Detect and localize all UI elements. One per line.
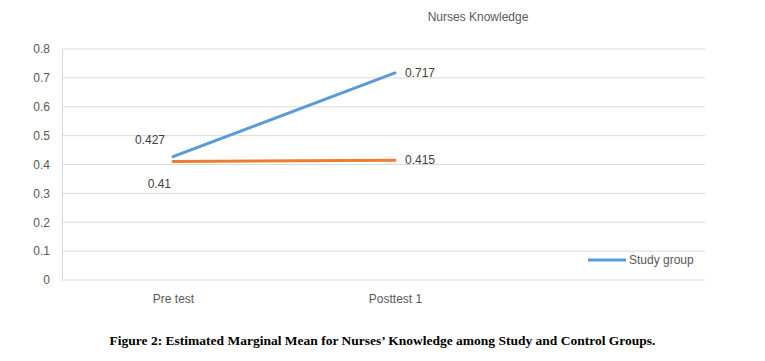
- data-label: 0.427: [135, 133, 165, 147]
- grid-line: [62, 280, 705, 281]
- grid-line: [62, 49, 705, 50]
- y-axis: 0 0.1 0.2 0.3 0.4 0.5 0.6 0.7 0.8: [33, 42, 62, 287]
- lines: [173, 73, 395, 162]
- y-tick: 0.2: [33, 216, 62, 230]
- data-labels: 0.427 0.717 0.41 0.415: [135, 66, 435, 191]
- data-label: 0.415: [405, 153, 435, 167]
- grid-line: [62, 164, 705, 165]
- series-line: [173, 73, 395, 157]
- y-tick-label: 0.4: [33, 158, 50, 172]
- grid-line: [62, 193, 705, 194]
- legend-swatch: [588, 259, 626, 262]
- legend-label: Study group: [629, 253, 694, 267]
- x-tick-label: Posttest 1: [369, 292, 423, 306]
- y-tick-label: 0.3: [33, 187, 50, 201]
- chart: 0 0.1 0.2 0.3 0.4 0.5 0.6 0.7 0.8 Pre test Posttes…: [0, 0, 765, 361]
- x-tick: Pre test: [153, 280, 195, 306]
- grid-line: [62, 222, 705, 223]
- data-label: 0.717: [405, 66, 435, 80]
- y-tick-label: 0.6: [33, 100, 50, 114]
- y-tick-label: 0: [43, 273, 50, 287]
- grid-line: [62, 106, 705, 107]
- x-tick: Posttest 1: [369, 280, 423, 306]
- y-tick-label: 0.1: [33, 244, 50, 258]
- y-tick-label: 0.8: [33, 42, 50, 56]
- y-tick-label: 0.2: [33, 216, 50, 230]
- grid-line: [62, 251, 705, 252]
- data-label: 0.41: [148, 177, 172, 191]
- x-axis: Pre test Posttest 1: [153, 280, 423, 306]
- y-tick: 0: [43, 273, 62, 287]
- series-line: [173, 160, 395, 161]
- x-tick-label: Pre test: [153, 292, 195, 306]
- grid: [62, 49, 705, 280]
- x-axis-line: [174, 280, 396, 281]
- y-tick: 0.7: [33, 71, 62, 85]
- y-tick: 0.4: [33, 158, 62, 172]
- y-tick: 0.8: [33, 42, 62, 56]
- y-axis-line: [62, 50, 63, 281]
- legend: Study group: [588, 253, 694, 267]
- y-tick: 0.1: [33, 244, 62, 258]
- caption: Figure 2: Estimated Marginal Mean for Nu…: [110, 333, 656, 348]
- y-tick: 0.3: [33, 187, 62, 201]
- y-tick-label: 0.7: [33, 71, 50, 85]
- y-tick: 0.6: [33, 100, 62, 114]
- chart-title: Nurses Knowledge: [428, 10, 529, 24]
- y-tick: 0.5: [33, 129, 62, 143]
- y-tick-label: 0.5: [33, 129, 50, 143]
